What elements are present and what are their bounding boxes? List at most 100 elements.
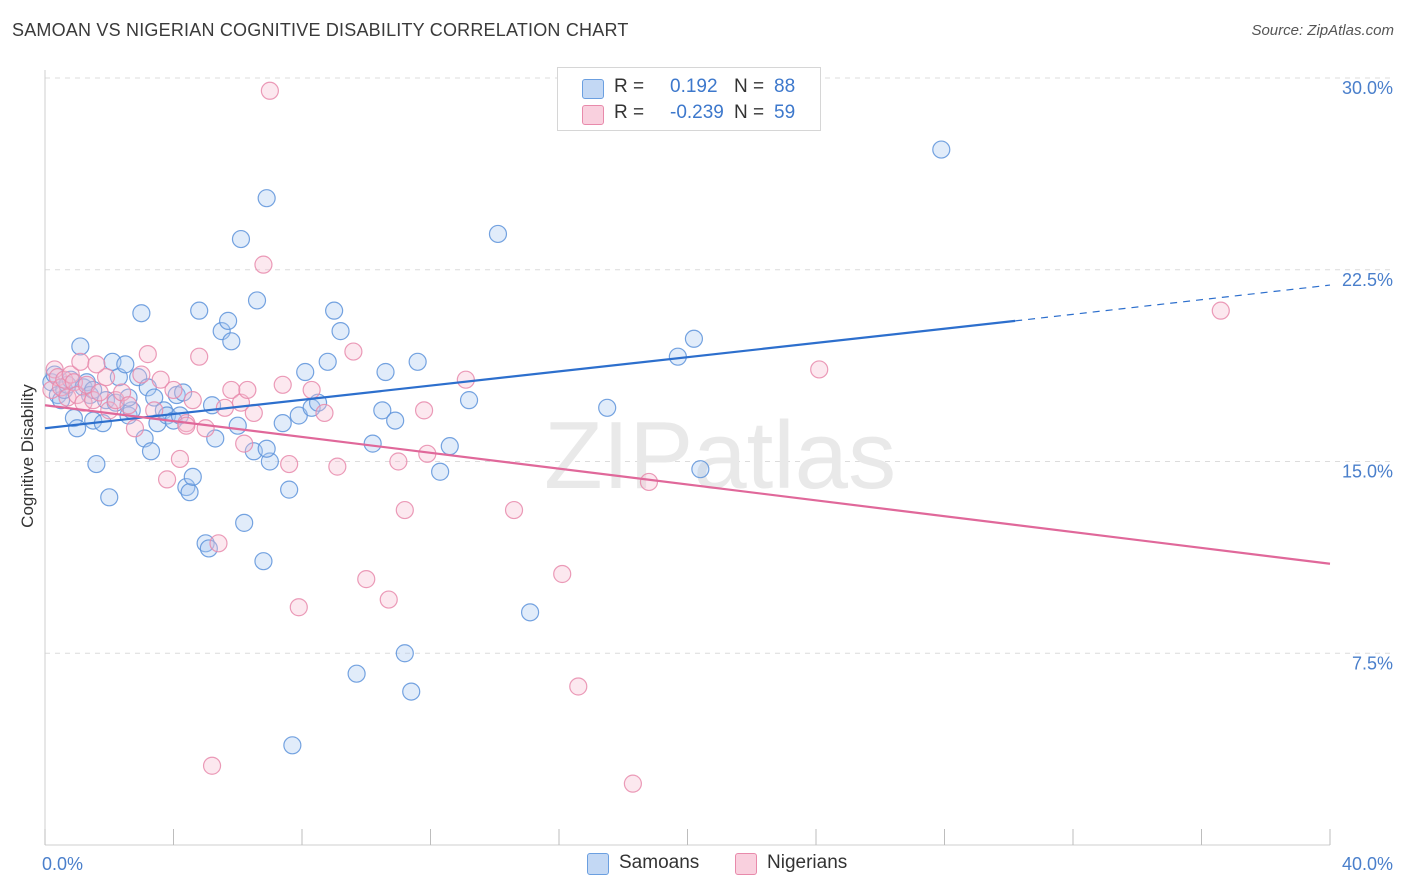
y-axis-label: Cognitive Disability [18, 384, 37, 528]
grid-lines [45, 77, 1395, 654]
nigerian-point [183, 391, 202, 410]
samoan-point [691, 460, 710, 479]
nigerian-point [222, 380, 241, 400]
nigerian-point [119, 396, 138, 415]
axes [44, 70, 1331, 846]
y-tick-label: 30.0% [1342, 78, 1393, 98]
samoan-point [145, 388, 164, 407]
trend-lines [44, 284, 1331, 565]
nigerian-point [138, 345, 157, 364]
samoan-point [71, 337, 90, 356]
samoan-point [87, 454, 106, 474]
samoan-point [68, 419, 87, 438]
legend-r-value: -0.239 [670, 102, 724, 123]
bottom-legend-label-nigerians: Nigerians [767, 852, 848, 873]
nigerian-point [244, 403, 263, 423]
samoan-point [141, 442, 161, 461]
nigerian-point [810, 360, 829, 379]
samoan-point [100, 488, 119, 507]
nigerian-point [379, 590, 398, 609]
samoan-point [932, 140, 951, 159]
samoans-trend-line [44, 319, 1016, 430]
nigerian-point [254, 255, 273, 274]
nigerian-point [164, 380, 183, 400]
nigerian-point [357, 570, 376, 589]
samoan-point [180, 483, 199, 502]
legend-swatch-nigerians [582, 105, 604, 125]
samoan-point [395, 644, 414, 663]
chart-title: SAMOAN VS NIGERIAN COGNITIVE DISABILITY … [12, 20, 629, 40]
nigerian-point [190, 347, 209, 366]
nigerian-point [170, 449, 190, 469]
nigerian-point [132, 365, 151, 384]
nigerian-point [328, 457, 347, 476]
nigerian-point [414, 401, 434, 420]
watermark: ZIPatlas [544, 402, 896, 509]
samoan-point [257, 189, 276, 208]
nigerian-point [177, 416, 196, 435]
samoan-point [363, 434, 382, 453]
samoan-point [231, 229, 251, 249]
legend-n-label: N = [734, 102, 765, 123]
legend-r-value: 0.192 [670, 76, 718, 97]
samoan-point [116, 355, 135, 374]
samoan-point [331, 322, 350, 341]
nigerian-point [315, 403, 334, 423]
y-tick-label: 22.5% [1342, 270, 1393, 290]
samoan-point [228, 416, 247, 435]
samoan-point [296, 362, 315, 382]
nigerian-point [71, 352, 90, 371]
nigerian-point [553, 564, 572, 584]
x-tick-label: 0.0% [42, 854, 83, 874]
samoan-point [488, 224, 508, 244]
bottom-legend-swatch-samoans [587, 853, 609, 875]
legend-r-label: R = [614, 76, 645, 97]
samoan-point [283, 736, 302, 755]
nigerian-point [569, 677, 588, 696]
nigerian-point [280, 454, 299, 474]
samoan-point [459, 391, 479, 410]
x-tick-labels: 0.0% 40.0% [42, 854, 1393, 874]
samoan-point [177, 477, 196, 497]
nigerian-point [504, 500, 524, 520]
stats-legend: R = 0.192 N = 88 R = -0.239 N = 59 [557, 67, 821, 131]
y-tick-label: 15.0% [1342, 462, 1393, 482]
nigerian-point [623, 774, 642, 793]
nigerian-point [302, 380, 321, 400]
samoan-point [190, 301, 209, 320]
nigerian-point [273, 375, 292, 394]
samoan-point [440, 437, 459, 456]
samoan-point [257, 439, 276, 458]
samoan-point [325, 301, 344, 320]
bottom-legend-swatch-nigerians [735, 853, 757, 875]
nigerian-point [238, 380, 257, 400]
samoan-point [347, 664, 366, 683]
x-tick-label: 40.0% [1342, 854, 1393, 874]
nigerian-point [90, 383, 109, 402]
samoan-point [318, 352, 337, 371]
samoan-point [520, 603, 540, 622]
nigerian-point [151, 370, 170, 389]
samoan-point [402, 682, 421, 701]
nigerian-point [389, 452, 408, 471]
samoan-point [598, 398, 617, 417]
nigerian-point [289, 598, 308, 617]
legend-n-label: N = [734, 76, 765, 97]
nigerian-point [87, 355, 106, 374]
samoan-point [219, 311, 238, 330]
samoan-point [684, 329, 704, 348]
nigerian-point [344, 342, 363, 361]
nigerians-trend-line [44, 404, 1331, 565]
samoan-point [199, 539, 218, 558]
nigerian-point [125, 419, 145, 438]
source-label: Source: ZipAtlas.com [1251, 22, 1394, 39]
nigerian-point [157, 470, 177, 489]
nigerian-point [1211, 301, 1230, 320]
y-tick-labels: 7.5% 15.0% 22.5% 30.0% [1342, 78, 1393, 673]
samoan-point [386, 411, 405, 430]
legend-swatch-samoans [582, 79, 604, 99]
samoan-point [373, 401, 392, 420]
nigerian-point [456, 370, 475, 389]
samoan-point [132, 304, 151, 323]
nigerian-point [196, 419, 215, 438]
